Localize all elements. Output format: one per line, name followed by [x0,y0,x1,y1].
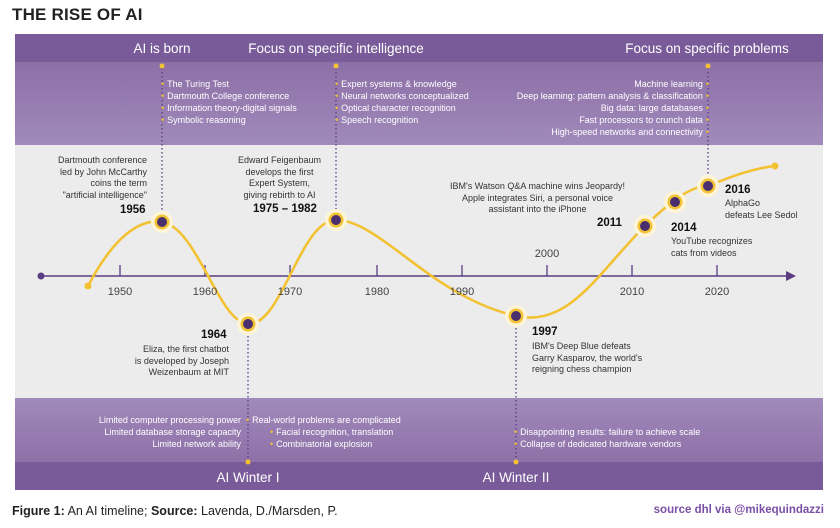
list-item: • Dartmouth College conference [161,91,290,101]
axis-arrow [786,271,796,281]
list-item: • Speech recognition [335,115,419,125]
event-2016: AlphaGo defeats Lee Sedol [725,198,798,220]
bottom-band-footer [15,462,823,490]
marker-2014 [664,191,686,213]
list-item: High-speed networks and connectivity • [551,127,709,137]
event-1956: Dartmouth conference led by John McCarth… [57,155,147,200]
marker-1975 [325,209,347,231]
ai-born-list: • The Turing Test • Dartmouth College conf… [161,78,297,126]
middle-background [15,145,823,398]
event-2014: YouTube recognizes cats from videos [671,236,753,258]
list-item: • Real-world problems are complicated [246,415,401,425]
year-tick-1950: 1950 [107,286,133,298]
event-1997: IBM's Deep Blue defeats Garry Kasparov, … [532,341,643,374]
event-2011: IBM's Watson Q&A machine wins Jeopardy! … [450,181,625,214]
event-1956-year: 1956 [120,204,146,216]
list-item: • The Turing Test [161,79,230,89]
list-item: Big data: large databases • [600,103,709,113]
marker-1956 [151,211,173,233]
milestone-markers [151,175,719,335]
list-item: Limited computer processing power [98,415,241,425]
event-1975-year: 1975 – 1982 [253,203,317,215]
page-title: THE RISE OF AI [12,5,143,24]
event-2016-year: 2016 [725,184,751,196]
event-1997-year: 1997 [532,326,558,338]
year-tick-1980: 1980 [364,286,390,298]
top-band-header [15,34,823,62]
list-item: • Symbolic reasoning [161,115,246,125]
list-item: • Optical character recognition [335,103,456,113]
axis-start-dot [37,272,45,280]
event-1975: Edward Feigenbaum develops the first Exp… [237,155,321,200]
list-item: • Information theory-digital signals [161,103,297,113]
curve-start-dot [84,282,92,290]
list-item: • Expert systems & knowledge [335,79,457,89]
list-item: • Combinatorial explosion [270,439,373,449]
specific-intelligence-list: • Expert systems & knowledge • Neural netw… [335,78,469,126]
specific-problems-list: Machine learning • Deep learning: pattern… [517,78,709,138]
heading-specific-problems: Focus on specific problems [625,41,789,56]
winter1-left-list: Limited computer processing power Limite… [99,414,241,450]
year-tick-1990: 1990 [449,286,475,298]
event-2011-year: 2011 [597,217,622,229]
list-item: • Neural networks conceptualized [335,91,469,101]
label-ai-winter-2: AI Winter II [482,470,550,485]
year-tick-1960: 1960 [192,286,218,298]
year-tick-1970: 1970 [277,286,303,298]
marker-2011 [634,215,656,237]
list-item: Limited database storage capacity [104,427,241,437]
list-item: Limited network ability [152,439,241,449]
heading-ai-born: AI is born [133,41,191,56]
event-2014-year: 2014 [671,222,697,234]
list-item: • Collapse of dedicated hardware vendors [514,439,682,449]
winter2-list: • Disappointing results: failure to achie… [514,426,700,450]
heading-specific-intelligence: Focus on specific intelligence [248,41,424,56]
year-tick-2020: 2020 [704,286,730,298]
marker-1964 [237,313,259,335]
year-tick-2000: 2000 [534,248,560,260]
winter1-right-list: • Real-world problems are complicated • Fa… [246,414,401,450]
event-1964: Eliza, the first chatbot is developed by… [134,344,229,377]
list-item: Deep learning: pattern analysis & classi… [516,91,709,101]
source-credit: source dhl via @mikequindazzi [653,504,824,516]
marker-1997 [505,305,527,327]
list-item: • Facial recognition, translation [270,427,394,437]
marker-2016 [697,175,719,197]
figure-caption: Figure 1: An AI timeline; Source: Lavend… [12,504,338,518]
list-item: • Disappointing results: failure to achie… [514,427,701,437]
list-item: Fast processors to crunch data • [579,115,709,125]
event-1964-year: 1964 [201,329,227,341]
label-ai-winter-1: AI Winter I [216,470,280,485]
list-item: Machine learning • [634,79,709,89]
curve-end-dot [771,162,779,170]
year-tick-2010: 2010 [619,286,645,298]
